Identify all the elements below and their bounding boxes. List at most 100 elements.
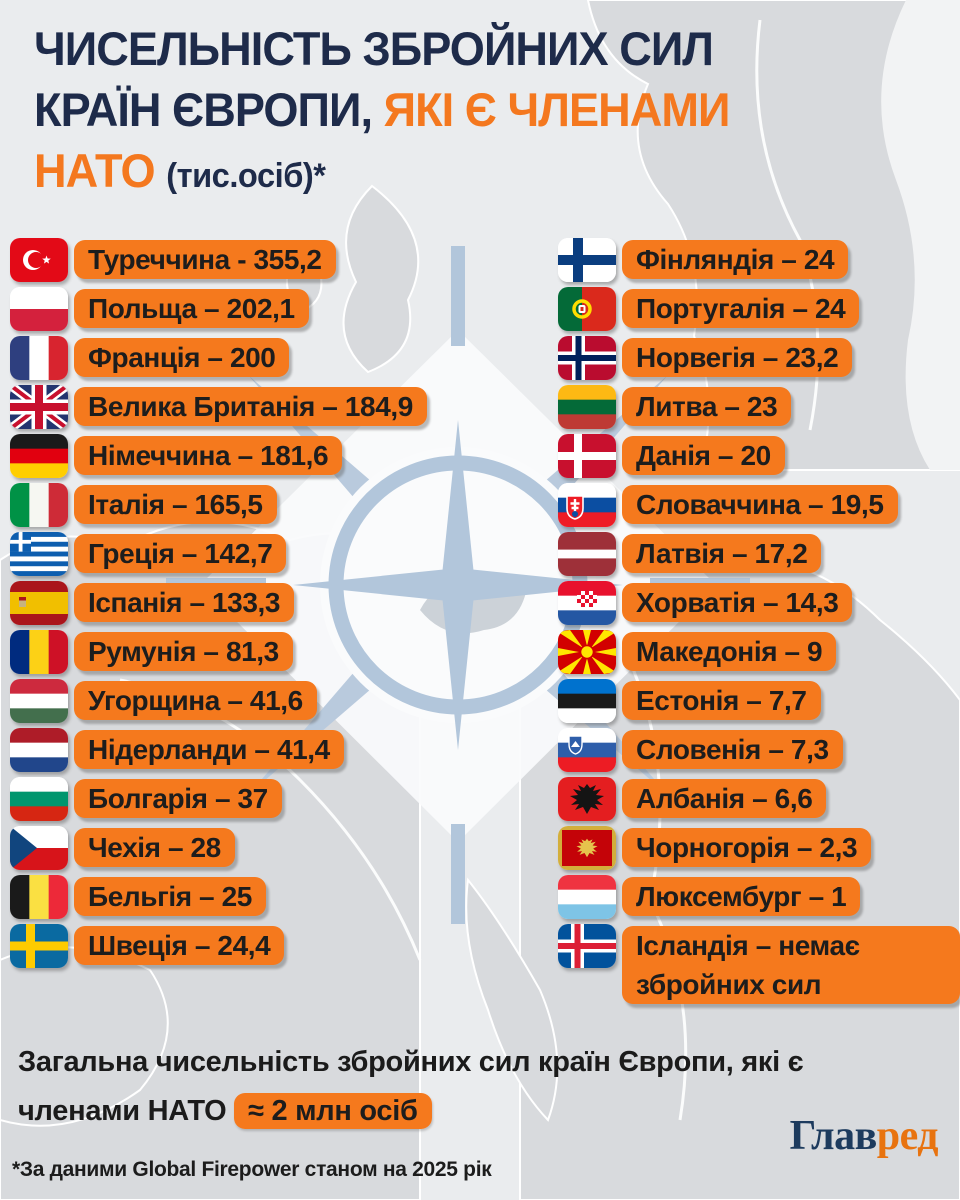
title-line2-orange: ЯКІ Є ЧЛЕНАМИ [383,83,731,136]
country-pill: Франція – 200 [74,338,290,377]
country-row: Словенія – 7,3 [558,728,960,772]
country-pill: Туреччина - 355,2 [74,240,336,279]
country-row: Чехія – 28 [10,826,427,870]
flag-netherlands-icon [10,728,68,772]
country-row: Болгарія – 37 [10,777,427,821]
country-row: Греція – 142,7 [10,532,427,576]
country-row: Естонія – 7,7 [558,679,960,723]
flag-albania-icon [558,777,616,821]
country-pill: Албанія – 6,6 [622,779,827,818]
country-list-left: Туреччина - 355,2 Польща – 202,1 Франція –… [10,238,427,973]
country-pill: Німеччина – 181,6 [74,436,343,475]
country-pill: Швеція – 24,4 [74,926,285,965]
country-row: Чорногорія – 2,3 [558,826,960,870]
country-pill: Велика Британія – 184,9 [74,387,427,426]
country-pill: Греція – 142,7 [74,534,287,573]
country-pill: Латвія – 17,2 [622,534,822,573]
country-pill: Естонія – 7,7 [622,681,821,720]
country-row: Португалія – 24 [558,287,960,331]
flag-portugal-icon [558,287,616,331]
country-row: Данія – 20 [558,434,960,478]
country-pill: Литва – 23 [622,387,792,426]
country-row: Німеччина – 181,6 [10,434,427,478]
logo-dark-part: Глав [789,1113,878,1159]
country-row: Велика Британія – 184,9 [10,385,427,429]
flag-greece-icon [10,532,68,576]
country-pill: Португалія – 24 [622,289,860,328]
country-row: Македонія – 9 [558,630,960,674]
flag-belgium-icon [10,875,68,919]
flag-latvia-icon [558,532,616,576]
country-row: Угорщина – 41,6 [10,679,427,723]
country-row: Іспанія – 133,3 [10,581,427,625]
country-pill: Нідерланди – 41,4 [74,730,344,769]
country-pill: Чехія – 28 [74,828,235,867]
country-row: Нідерланди – 41,4 [10,728,427,772]
country-row: Бельгія – 25 [10,875,427,919]
flag-luxembourg-icon [558,875,616,919]
country-pill: Румунія – 81,3 [74,632,293,671]
country-pill: Бельгія – 25 [74,877,266,916]
source-footnote: *За даними Global Firepower станом на 20… [12,1158,492,1181]
summary-line2: членами НАТО [18,1095,235,1127]
country-row: Албанія – 6,6 [558,777,960,821]
flag-poland-icon [10,287,68,331]
country-row: Швеція – 24,4 [10,924,427,968]
country-pill: Словенія – 7,3 [622,730,843,769]
country-row: Хорватія – 14,3 [558,581,960,625]
country-pill: Фінляндія – 24 [622,240,849,279]
flag-sweden-icon [10,924,68,968]
flag-germany-icon [10,434,68,478]
country-row: Польща – 202,1 [10,287,427,331]
flag-uk-icon [10,385,68,429]
country-row: Румунія – 81,3 [10,630,427,674]
country-row: Ісландія – немає збройних сил [558,924,960,1012]
flag-norway-icon [558,336,616,380]
flag-montenegro-icon [558,826,616,870]
summary-text: Загальна чисельність збройних сил країн … [18,1038,928,1136]
flag-france-icon [10,336,68,380]
glavred-logo: Главред [789,1112,939,1160]
country-list-right: Фінляндія – 24 Португалія – 24 Норвегія – … [558,238,960,1017]
country-row: Словаччина – 19,5 [558,483,960,527]
page-title: ЧИСЕЛЬНІСТЬ ЗБРОЙНИХ СИЛ КРАЇН ЄВРОПИ, Я… [34,18,936,207]
flag-finland-icon [558,238,616,282]
country-pill: Ісландія – немає збройних сил [622,926,960,1004]
country-pill: Чорногорія – 2,3 [622,828,872,867]
flag-romania-icon [10,630,68,674]
country-row: Норвегія – 23,2 [558,336,960,380]
country-row: Туреччина - 355,2 [10,238,427,282]
country-pill: Болгарія – 37 [74,779,282,818]
flag-hungary-icon [10,679,68,723]
flag-turkey-icon [10,238,68,282]
country-row: Фінляндія – 24 [558,238,960,282]
summary-line1: Загальна чисельність збройних сил країн … [18,1046,804,1078]
flag-macedonia-icon [558,630,616,674]
flag-lithuania-icon [558,385,616,429]
flag-iceland-icon [558,924,616,968]
title-line1: ЧИСЕЛЬНІСТЬ ЗБРОЙНИХ СИЛ [34,22,714,75]
flag-denmark-icon [558,434,616,478]
country-pill: Данія – 20 [622,436,785,475]
country-pill: Польща – 202,1 [74,289,309,328]
logo-orange-part: ред [876,1113,939,1159]
country-row: Люксембург – 1 [558,875,960,919]
flag-italy-icon [10,483,68,527]
country-pill: Італія – 165,5 [74,485,277,524]
flag-czechia-icon [10,826,68,870]
total-badge: ≈ 2 млн осіб [234,1093,432,1129]
country-pill: Словаччина – 19,5 [622,485,898,524]
flag-slovakia-icon [558,483,616,527]
country-row: Латвія – 17,2 [558,532,960,576]
country-pill: Угорщина – 41,6 [74,681,317,720]
country-pill: Македонія – 9 [622,632,837,671]
country-pill: Норвегія – 23,2 [622,338,853,377]
country-pill: Хорватія – 14,3 [622,583,853,622]
flag-croatia-icon [558,581,616,625]
flag-estonia-icon [558,679,616,723]
flag-spain-icon [10,581,68,625]
flag-slovenia-icon [558,728,616,772]
title-line3-orange: НАТО [34,144,167,197]
country-row: Франція – 200 [10,336,427,380]
